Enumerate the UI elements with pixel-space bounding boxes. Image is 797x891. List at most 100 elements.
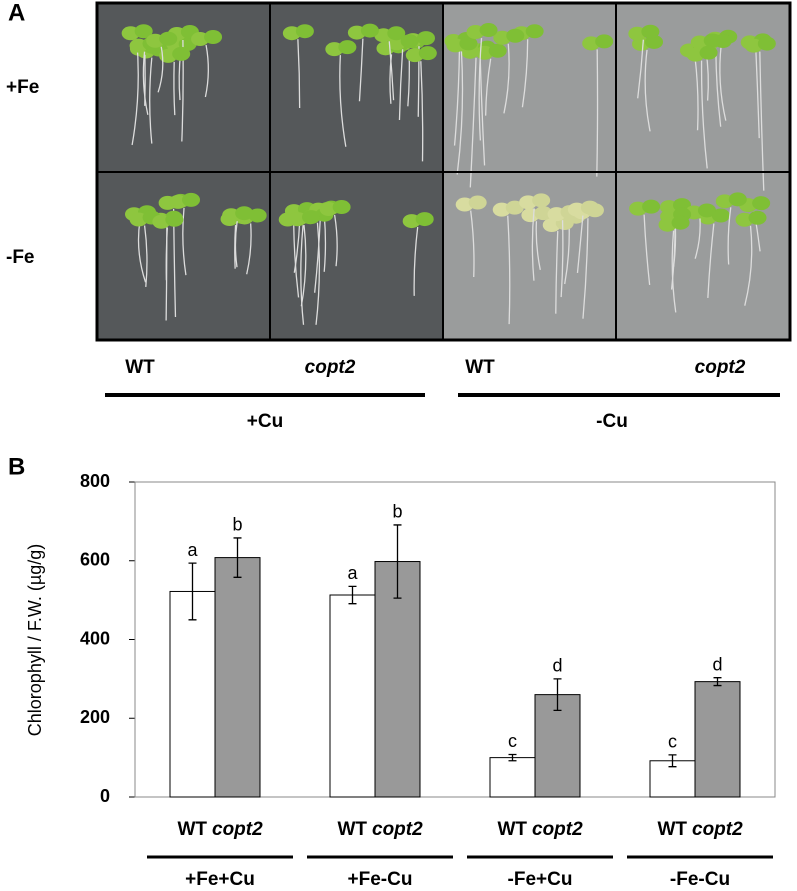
- leaf: [295, 24, 314, 39]
- root: [479, 55, 486, 166]
- root: [744, 225, 753, 306]
- leaf: [641, 24, 660, 39]
- root: [149, 57, 153, 144]
- panel-label: B: [8, 453, 25, 480]
- root: [694, 218, 701, 259]
- leaf: [387, 26, 406, 41]
- significance-letter: b: [392, 502, 402, 522]
- leaf: [468, 195, 487, 210]
- leaf: [699, 45, 718, 60]
- root: [173, 61, 176, 116]
- error-bar: [713, 677, 722, 687]
- leaf: [360, 23, 379, 38]
- leaf: [757, 36, 776, 51]
- x-tick-label: -Fe+Cu: [508, 869, 573, 890]
- root: [694, 56, 699, 131]
- leaf: [235, 206, 254, 221]
- root: [413, 226, 419, 296]
- leaf: [415, 212, 434, 227]
- leaf: [418, 46, 437, 61]
- root: [560, 220, 564, 298]
- bar: [694, 681, 741, 798]
- leaf: [505, 200, 524, 215]
- leaf: [400, 34, 419, 49]
- photo-grid: [95, 1, 792, 342]
- error-bar: [188, 562, 197, 621]
- leaf: [506, 28, 525, 43]
- root: [564, 224, 570, 285]
- bar: [169, 590, 216, 798]
- root: [535, 221, 541, 270]
- series-name: WT: [337, 819, 367, 840]
- x-tick-label: +Fe+Cu: [185, 869, 255, 890]
- leaf: [697, 203, 716, 218]
- column-label: copt2: [695, 357, 746, 378]
- leaf: [728, 192, 747, 207]
- root: [719, 44, 727, 121]
- panel-label: A: [8, 0, 25, 26]
- root: [204, 44, 209, 98]
- column-label: WT: [465, 357, 495, 378]
- series-name: copt2: [692, 819, 743, 840]
- leaf: [332, 200, 351, 215]
- root: [582, 218, 589, 319]
- leaf: [182, 192, 201, 207]
- root: [521, 39, 529, 108]
- leaf: [479, 23, 498, 38]
- significance-letter: b: [232, 515, 242, 535]
- error-bar: [393, 524, 402, 599]
- leaf: [459, 36, 478, 51]
- root: [531, 208, 535, 281]
- leaf: [416, 31, 435, 46]
- root: [300, 225, 307, 307]
- root: [388, 41, 395, 101]
- leaf: [159, 31, 178, 46]
- series-name: copt2: [212, 819, 263, 840]
- root: [300, 225, 305, 325]
- significance-letter: a: [187, 540, 198, 560]
- root: [755, 48, 760, 139]
- leaf: [595, 34, 614, 49]
- y-tick-label: 0: [100, 786, 110, 806]
- leaf: [748, 210, 767, 225]
- significance-letter: a: [347, 563, 358, 583]
- x-tick-label: -Fe-Cu: [670, 869, 730, 890]
- bar: [489, 757, 536, 798]
- leaf: [711, 208, 730, 223]
- x-tick-label: +Fe-Cu: [348, 869, 413, 890]
- root: [707, 223, 715, 298]
- series-name: WT: [497, 819, 527, 840]
- significance-letter: c: [668, 732, 677, 752]
- leaf: [172, 46, 191, 61]
- root: [297, 39, 301, 109]
- group-label: -Cu: [596, 411, 628, 432]
- root: [507, 215, 511, 325]
- error-bar: [668, 754, 677, 768]
- root: [182, 207, 187, 276]
- error-bar: [508, 753, 517, 762]
- root: [333, 214, 338, 267]
- leaf: [338, 40, 357, 55]
- root: [315, 222, 321, 325]
- root: [142, 51, 149, 115]
- root: [469, 57, 477, 188]
- root: [759, 51, 765, 191]
- root: [596, 49, 599, 177]
- series-name: copt2: [532, 819, 583, 840]
- leaf: [752, 196, 771, 211]
- y-tick-label: 600: [80, 550, 110, 570]
- leaf: [134, 24, 153, 39]
- y-tick-label: 800: [80, 471, 110, 491]
- root: [293, 225, 300, 298]
- root: [637, 39, 645, 99]
- column-label: WT: [125, 357, 155, 378]
- root: [470, 210, 475, 278]
- root: [358, 38, 364, 102]
- root: [339, 55, 347, 147]
- root: [234, 225, 237, 269]
- y-tick-label: 400: [80, 628, 110, 648]
- root: [165, 227, 169, 281]
- root: [727, 207, 732, 265]
- root: [398, 49, 404, 121]
